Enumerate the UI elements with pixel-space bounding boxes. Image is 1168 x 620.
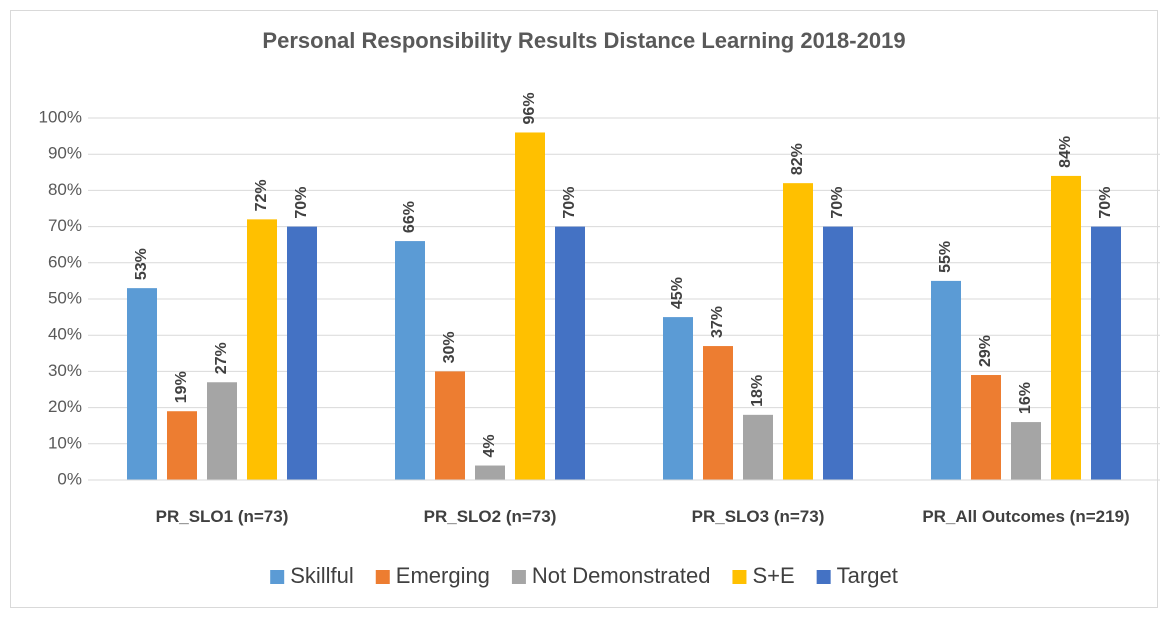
chart-title: Personal Responsibility Results Distance… [262, 28, 905, 53]
value-label: 53% [133, 248, 150, 280]
bar [555, 226, 585, 480]
legend-swatch [375, 570, 390, 584]
x-tick-label: PR_SLO3 (n=73) [691, 507, 825, 526]
bar [1051, 175, 1081, 481]
bar [743, 414, 773, 480]
y-tick-label: 70% [48, 216, 82, 235]
bar [247, 219, 277, 481]
bar [783, 183, 813, 480]
bar [663, 317, 693, 480]
legend-swatch [732, 570, 747, 584]
y-tick-label: 100% [39, 107, 82, 126]
y-tick-label: 10% [48, 433, 82, 452]
value-label: 72% [253, 179, 270, 211]
bar [515, 132, 545, 481]
bar [475, 465, 505, 480]
bar [703, 346, 733, 480]
y-tick-label: 60% [48, 252, 82, 271]
value-label: 70% [561, 187, 578, 219]
legend-label: S+E [752, 563, 794, 588]
value-label: 16% [1017, 382, 1034, 414]
bar [931, 280, 961, 480]
value-label: 84% [1057, 136, 1074, 168]
bar [207, 382, 237, 480]
bar [1011, 422, 1041, 480]
bar [971, 375, 1001, 480]
legend-label: Skillful [290, 563, 354, 588]
value-label: 29% [977, 335, 994, 367]
bar [127, 288, 157, 480]
value-label: 4% [481, 434, 498, 457]
value-label: 19% [173, 371, 190, 403]
legend-swatch [816, 570, 831, 584]
value-label: 55% [937, 241, 954, 273]
x-tick-label: PR_SLO2 (n=73) [423, 507, 557, 526]
y-tick-label: 90% [48, 144, 82, 163]
y-tick-label: 20% [48, 397, 82, 416]
legend-label: Target [837, 563, 898, 588]
bar [167, 411, 197, 480]
x-tick-label: PR_All Outcomes (n=219) [922, 507, 1130, 526]
value-label: 70% [1097, 187, 1114, 219]
value-label: 96% [521, 92, 538, 124]
value-label: 30% [441, 331, 458, 363]
value-label: 18% [749, 375, 766, 407]
legend-label: Not Demonstrated [532, 563, 711, 588]
bar [395, 241, 425, 480]
legend-swatch [270, 570, 285, 584]
bar [287, 226, 317, 480]
legend-swatch [511, 570, 526, 584]
value-label: 45% [669, 277, 686, 309]
value-label: 70% [829, 187, 846, 219]
y-tick-label: 50% [48, 288, 82, 307]
value-label: 66% [401, 201, 418, 233]
value-label: 70% [293, 187, 310, 219]
y-tick-label: 0% [57, 469, 82, 488]
x-tick-label: PR_SLO1 (n=73) [155, 507, 289, 526]
value-label: 82% [789, 143, 806, 175]
y-tick-label: 80% [48, 180, 82, 199]
bar [823, 226, 853, 480]
bar [435, 371, 465, 480]
y-tick-label: 30% [48, 361, 82, 380]
value-label: 37% [709, 306, 726, 338]
value-label: 27% [213, 342, 230, 374]
legend-label: Emerging [396, 563, 490, 588]
bar [1091, 226, 1121, 480]
y-tick-label: 40% [48, 325, 82, 344]
